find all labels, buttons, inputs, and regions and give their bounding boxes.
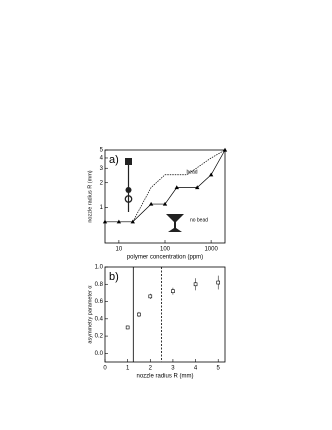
marker [174, 185, 179, 190]
x-tick-label: 10 [116, 247, 123, 253]
x-axis-label: polymer concentration (ppm) [127, 255, 203, 261]
plot-frame [104, 266, 226, 363]
y-axis-label: asymmetry parameter α [87, 285, 93, 344]
x-tick-label: 4 [194, 366, 198, 372]
y-tick-label: 0.6 [95, 299, 104, 305]
y-tick-label: 2 [100, 180, 104, 186]
marker [195, 185, 200, 190]
y-tick-label: 0.4 [95, 316, 104, 322]
y-tick-label: 1 [100, 205, 104, 211]
point [171, 289, 175, 293]
point [125, 325, 130, 330]
x-axis-label: nozzle radius R (mm) [136, 374, 193, 380]
y-tick-label: 1.0 [95, 265, 104, 271]
plot-frame [104, 149, 226, 244]
y-tick-label: 3 [100, 166, 104, 172]
marker [162, 201, 168, 206]
marker [148, 201, 154, 206]
x-tick-label: 1 [126, 366, 130, 372]
x-tick-label: 5 [217, 366, 221, 372]
annotation: bead [186, 169, 197, 175]
panel-label: b) [109, 271, 119, 283]
x-tick-label: 3 [171, 366, 175, 372]
no-bead-icon [166, 214, 184, 232]
panel-label: a) [109, 154, 119, 166]
point [193, 282, 198, 287]
y-tick-label: 4 [100, 156, 104, 162]
x-tick-label: 100 [160, 247, 171, 253]
y-axis-label: nozzle radius R (mm) [87, 170, 93, 222]
point [137, 312, 141, 317]
series-line [105, 149, 226, 223]
x-tick-label: 1000 [204, 247, 218, 253]
marker [102, 219, 108, 224]
series-line [132, 149, 226, 222]
y-tick-label: 5 [100, 148, 104, 154]
y-tick-label: 0.0 [95, 351, 104, 357]
point [148, 294, 153, 299]
y-tick-label: 0.8 [95, 282, 104, 288]
point [216, 280, 221, 285]
marker [116, 219, 122, 224]
y-tick-label: 0.2 [95, 334, 104, 340]
bead-icon [124, 158, 133, 212]
x-tick-label: 0 [103, 366, 107, 372]
marker [208, 172, 214, 177]
annotation: no bead [190, 217, 208, 223]
x-tick-label: 2 [149, 366, 153, 372]
